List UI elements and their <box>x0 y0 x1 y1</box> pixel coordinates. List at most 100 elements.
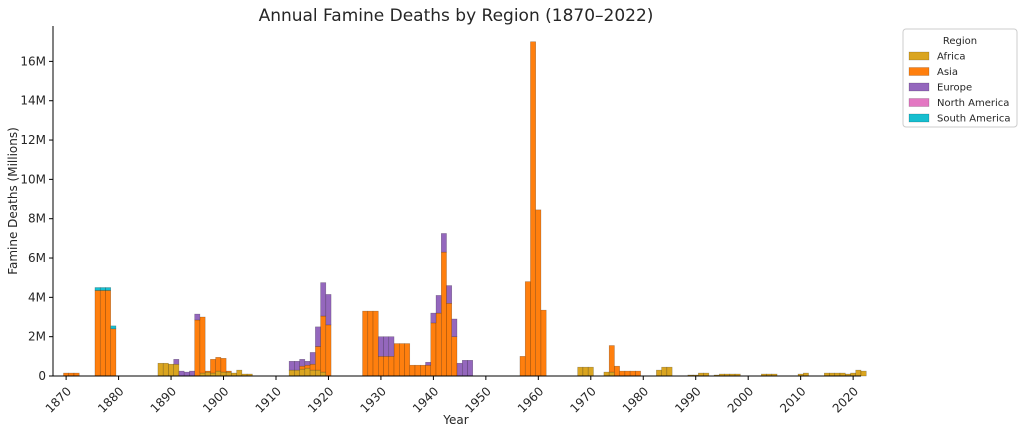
bar-europe-1940 <box>430 312 437 324</box>
bar-africa-2021 <box>855 369 862 377</box>
legend-label-europe: Europe <box>937 83 972 94</box>
legend-title: Region <box>943 36 977 47</box>
legend: Region Africa Asia Europe North America Sout… <box>902 28 1018 128</box>
y-tick-label-0: 0 <box>38 369 46 383</box>
bar-asia-1895 <box>194 319 201 377</box>
bar-south-america-1877 <box>99 287 106 291</box>
x-tick-label-1890: 1890 <box>148 384 179 415</box>
x-tick-label-1910: 1910 <box>253 384 284 415</box>
legend-items: Africa Asia Europe North America South Ameri… <box>908 52 1011 125</box>
chart-title: Annual Famine Deaths by Region (1870–202… <box>259 6 654 26</box>
bar-africa-1901 <box>225 371 232 377</box>
bar-asia-1878 <box>105 290 111 377</box>
bar-asia-1898 <box>210 359 216 374</box>
y-axis-label: Famine Deaths (Millions) <box>6 127 20 275</box>
bar-asia-1901 <box>225 370 232 373</box>
bar-asia-1978 <box>629 370 636 377</box>
bar-europe-1918 <box>315 326 321 347</box>
bar-africa-1914 <box>294 369 300 377</box>
bar-asia-1931 <box>383 356 390 377</box>
x-tick-label-1980: 1980 <box>620 384 651 415</box>
bar-africa-1970 <box>587 366 594 377</box>
bar-europe-1892 <box>178 370 185 377</box>
bar-europe-1943 <box>446 285 453 304</box>
y-tick-label-8M: 8M <box>28 212 46 226</box>
bar-asia-1936 <box>409 364 416 377</box>
legend-box <box>902 28 1018 128</box>
bar-asia-1929 <box>372 310 379 377</box>
bar-africa-1903 <box>236 369 243 377</box>
bar-europe-1942 <box>441 233 447 253</box>
x-tick-label-1940: 1940 <box>410 384 441 415</box>
bar-asia-1976 <box>619 370 626 377</box>
bar-asia-1896 <box>199 316 206 374</box>
y-tick-label-12M: 12M <box>20 133 46 147</box>
bar-asia-1918 <box>315 346 321 371</box>
y-tick-label-4M: 4M <box>28 290 46 304</box>
y-tick-label-6M: 6M <box>28 251 46 265</box>
x-tick-label-1900: 1900 <box>200 384 231 415</box>
bars-layer <box>63 41 867 377</box>
bar-europe-1914 <box>294 361 300 371</box>
legend-swatch-europe <box>908 82 930 92</box>
bar-asia-1944 <box>451 336 458 377</box>
bar-asia-1915 <box>299 365 306 370</box>
legend-label-north-america: North America <box>937 98 1009 109</box>
bar-africa-1983 <box>656 369 662 377</box>
bar-europe-1919 <box>320 282 327 317</box>
bar-asia-1900 <box>220 358 227 373</box>
legend-label-south-america: South America <box>937 114 1011 125</box>
bar-europe-1895 <box>194 313 201 321</box>
bar-asia-1930 <box>378 356 384 377</box>
bar-africa-1984 <box>661 366 668 377</box>
bar-africa-1891 <box>173 363 180 377</box>
x-ticks: 1870 1880 1890 1900 1910 1920 1930 1940 1950 1960… <box>43 376 861 416</box>
bar-europe-1915 <box>299 359 306 367</box>
bar-africa-1899 <box>215 370 222 377</box>
bar-europe-1930 <box>378 336 384 357</box>
x-tick-label-1880: 1880 <box>95 384 126 415</box>
bar-europe-1917 <box>309 352 316 365</box>
bar-asia-1961 <box>540 309 547 377</box>
bar-africa-1913 <box>288 369 295 377</box>
bar-asia-1935 <box>404 343 411 377</box>
bar-asia-1975 <box>614 365 620 377</box>
bar-asia-1899 <box>215 357 222 372</box>
legend-label-africa: Africa <box>937 52 966 63</box>
bar-africa-2022 <box>860 370 867 377</box>
bar-europe-1944 <box>451 318 458 337</box>
bar-africa-1919 <box>320 371 327 377</box>
bar-asia-1940 <box>430 322 437 377</box>
bar-asia-1920 <box>325 324 332 377</box>
bar-africa-1916 <box>304 367 311 377</box>
bar-asia-1927 <box>362 310 369 377</box>
bar-europe-1916 <box>304 361 311 366</box>
bar-africa-1973 <box>603 371 610 377</box>
bar-asia-1979 <box>635 370 641 377</box>
bar-africa-1890 <box>168 363 174 377</box>
bar-africa-1900 <box>220 371 227 377</box>
bar-asia-1876 <box>94 290 101 377</box>
x-tick-label-1870: 1870 <box>43 384 74 415</box>
bar-asia-1938 <box>420 364 426 377</box>
bar-asia-1960 <box>535 209 542 377</box>
bar-africa-1897 <box>204 371 211 377</box>
bar-asia-1939 <box>425 364 432 377</box>
bar-africa-1985 <box>666 366 673 377</box>
legend-swatch-asia <box>908 67 930 76</box>
bar-asia-1957 <box>519 356 526 377</box>
x-tick-label-2000: 2000 <box>725 384 756 415</box>
bar-europe-1893 <box>183 371 190 377</box>
x-tick-label-2020: 2020 <box>830 384 861 415</box>
bar-europe-1945 <box>456 362 463 377</box>
bar-europe-1891 <box>173 359 180 365</box>
bar-europe-1920 <box>325 294 332 326</box>
bar-asia-1959 <box>530 41 536 377</box>
bar-europe-1946 <box>462 360 468 377</box>
bar-europe-1947 <box>467 360 473 377</box>
bar-asia-1974 <box>608 345 615 373</box>
y-tick-label-10M: 10M <box>20 172 46 186</box>
bar-asia-1877 <box>99 290 106 377</box>
bar-europe-1913 <box>288 361 295 371</box>
